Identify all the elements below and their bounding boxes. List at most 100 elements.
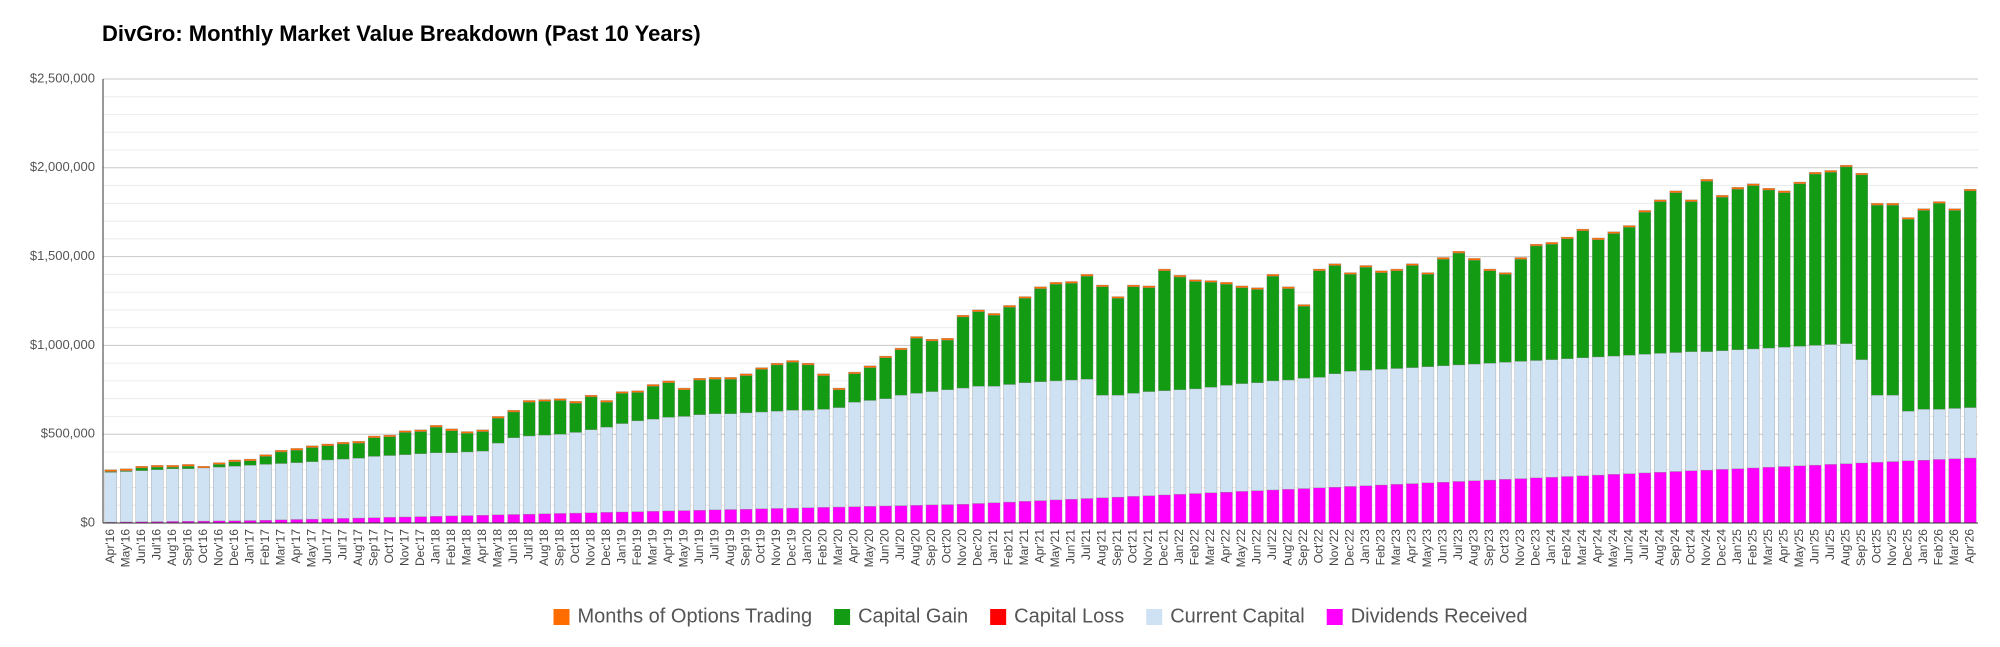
- bar-segment: [1065, 281, 1078, 284]
- x-tick-label: Aug'25: [1838, 529, 1852, 566]
- bar-segment: [538, 401, 551, 436]
- bar-segment: [1623, 473, 1636, 524]
- x-tick-label: Nov'22: [1327, 529, 1341, 566]
- bar-segment: [739, 373, 753, 376]
- bar-segment: [1468, 480, 1481, 524]
- bar-segment: [956, 316, 970, 389]
- bar-segment: [894, 505, 908, 524]
- bar-segment: [1607, 474, 1621, 524]
- bar-segment: [1948, 458, 1961, 524]
- x-tick-label: Oct'23: [1498, 529, 1512, 564]
- bar-segment: [708, 377, 722, 380]
- bar-segment: [1359, 485, 1373, 524]
- bar-segment: [1034, 286, 1047, 289]
- bar-segment: [1266, 275, 1280, 382]
- x-tick-label: Nov'25: [1885, 529, 1899, 566]
- x-tick-label: Jul'17: [335, 529, 349, 560]
- bar-segment: [1917, 459, 1930, 524]
- bar-segment: [1917, 208, 1930, 211]
- bar-segment: [1003, 307, 1016, 385]
- x-tick-label: Mar'24: [1575, 529, 1589, 566]
- bar-segment: [491, 442, 505, 515]
- bar-segment: [1638, 354, 1652, 474]
- x-tick-label: Jun'18: [506, 529, 520, 564]
- x-tick-label: Jan'25: [1730, 529, 1744, 564]
- bar-segment: [1762, 189, 1775, 349]
- bar-segment: [1855, 462, 1868, 524]
- bar-segment: [1390, 270, 1404, 369]
- bar-segment: [135, 470, 148, 522]
- bar-segment: [398, 432, 412, 455]
- bar-segment: [1948, 408, 1961, 459]
- bar-segment: [801, 363, 815, 366]
- bar-segment: [1468, 258, 1481, 261]
- bar-segment: [367, 437, 381, 457]
- x-tick-label: Oct'21: [1126, 529, 1140, 564]
- bar-segment: [1871, 204, 1884, 396]
- bar-segment: [693, 510, 706, 524]
- bar-segment: [708, 378, 722, 414]
- bar-segment: [1266, 274, 1280, 277]
- bar-segment: [1158, 390, 1171, 496]
- bar-segment: [1793, 346, 1806, 466]
- bar-segment: [367, 435, 381, 438]
- x-tick-label: Nov'24: [1699, 529, 1713, 566]
- bar-segment: [1437, 365, 1450, 483]
- bar-segment: [662, 380, 675, 383]
- bar-segment: [584, 396, 598, 430]
- x-tick-label: Sep'22: [1296, 529, 1310, 566]
- bar-segment: [615, 393, 629, 424]
- bar-segment: [894, 394, 908, 506]
- bar-segment: [507, 514, 520, 524]
- bar-segment: [1266, 489, 1280, 524]
- bar-segment: [507, 410, 520, 413]
- x-tick-label: Feb'18: [444, 529, 458, 566]
- bar-segment: [1948, 210, 1961, 409]
- x-tick-label: Apr'23: [1405, 529, 1419, 564]
- bar-segment: [476, 429, 489, 432]
- bar-segment: [1003, 305, 1016, 308]
- x-tick-label: Dec'17: [413, 529, 427, 566]
- x-tick-label: Sep'20: [924, 529, 938, 566]
- bar-segment: [755, 508, 768, 524]
- bar-segment: [1871, 394, 1884, 463]
- bar-segment: [631, 511, 644, 524]
- x-tick-label: May'18: [490, 529, 504, 568]
- bar-segment: [1778, 190, 1791, 193]
- x-tick-label: May'19: [676, 529, 690, 568]
- bar-segment: [476, 450, 489, 516]
- bar-segment: [770, 508, 784, 524]
- bar-segment: [1390, 268, 1404, 271]
- bar-segment: [1189, 279, 1202, 282]
- x-tick-label: Sep'16: [180, 529, 194, 566]
- bar-segment: [1964, 457, 1977, 524]
- bar-segment: [600, 426, 613, 513]
- bar-segment: [1220, 283, 1233, 386]
- bar-segment: [615, 423, 629, 513]
- x-tick-label: Sep'24: [1668, 529, 1682, 566]
- x-tick-label: May'22: [1234, 529, 1248, 568]
- y-tick-label: $1,500,000: [30, 248, 95, 263]
- bar-segment: [197, 467, 210, 522]
- bar-segment: [1638, 472, 1652, 524]
- bar-segment: [1638, 210, 1652, 213]
- bar-segment: [414, 431, 427, 454]
- bar-segment: [910, 336, 923, 339]
- x-tick-label: Jul'25: [1823, 529, 1837, 560]
- bar-segment: [1561, 476, 1574, 524]
- x-tick-label: Mar'25: [1761, 529, 1775, 566]
- bar-segment: [414, 429, 427, 432]
- bar-segment: [1685, 351, 1698, 471]
- bar-segment: [1623, 227, 1636, 356]
- bar-segment: [275, 451, 288, 464]
- bar-segment: [1514, 257, 1528, 260]
- x-tick-label: Apr'24: [1591, 529, 1605, 564]
- bar-segment: [801, 364, 815, 411]
- bar-segment: [197, 466, 210, 469]
- bar-segment: [1328, 486, 1342, 524]
- x-tick-label: Apr'16: [103, 529, 117, 564]
- bar-segment: [1669, 192, 1683, 353]
- bar-segment: [1654, 201, 1667, 354]
- bar-segment: [1452, 481, 1466, 524]
- bar-segment: [1359, 265, 1373, 268]
